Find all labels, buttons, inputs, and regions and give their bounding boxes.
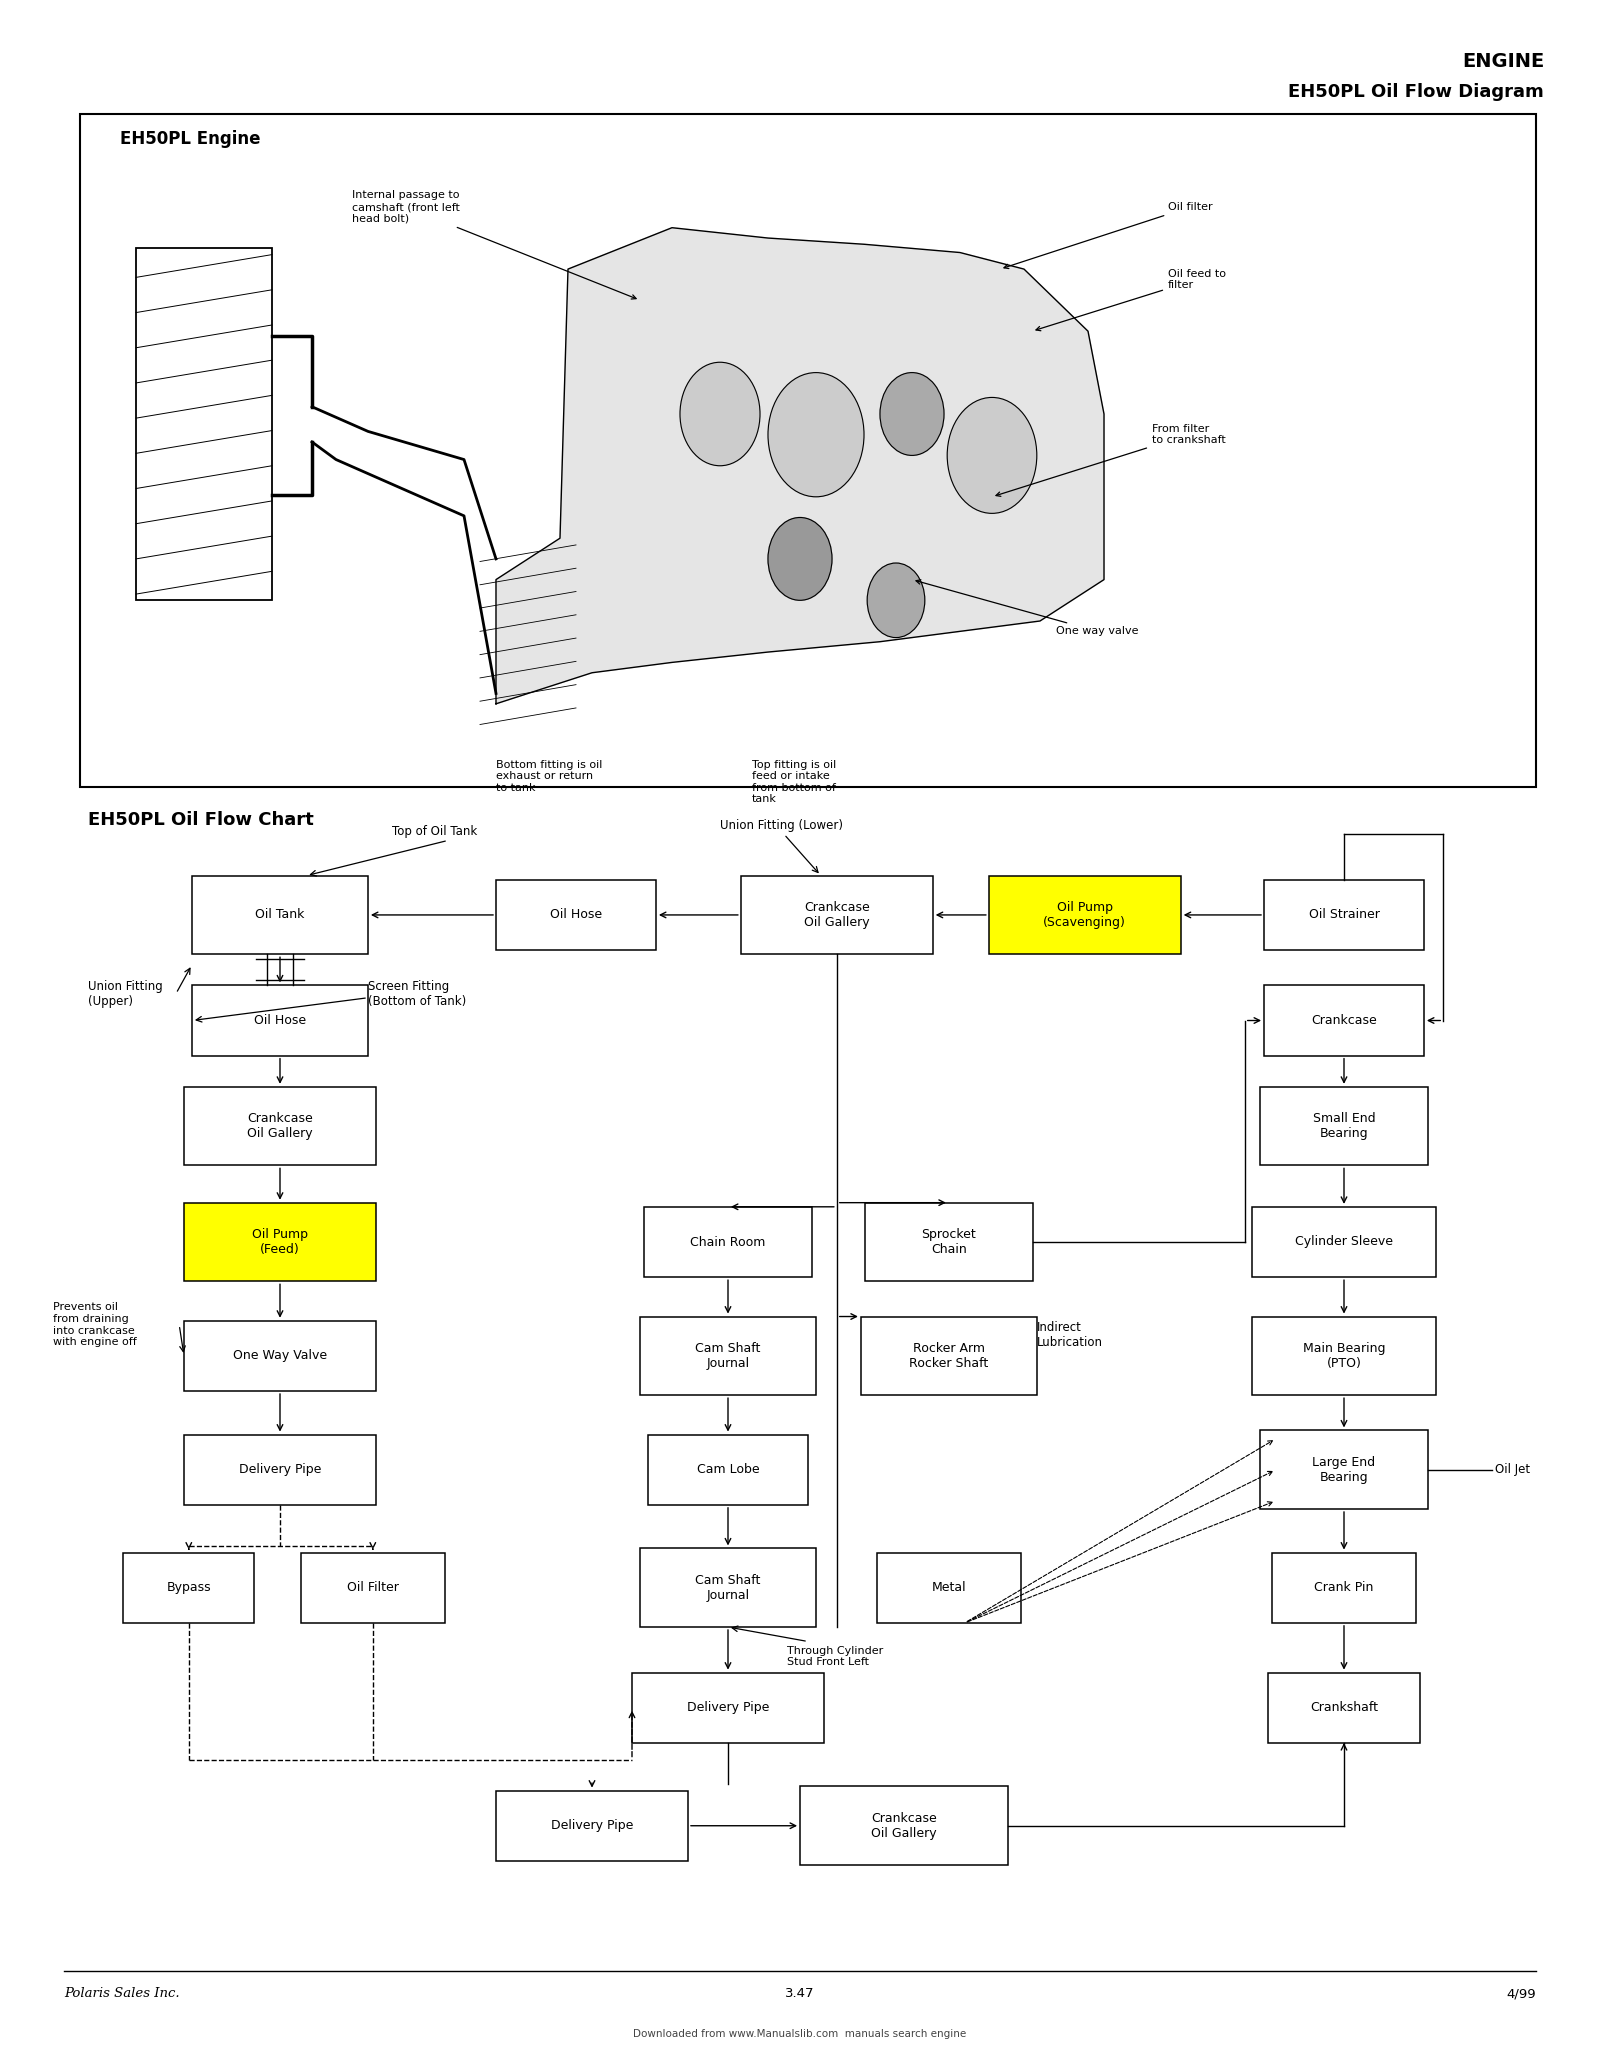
FancyBboxPatch shape: [184, 1087, 376, 1165]
Text: Polaris Sales Inc.: Polaris Sales Inc.: [64, 1987, 179, 2000]
Text: Oil feed to
filter: Oil feed to filter: [1035, 269, 1226, 331]
Text: 4/99: 4/99: [1506, 1987, 1536, 2000]
Text: Oil Hose: Oil Hose: [254, 1014, 306, 1027]
Text: Oil filter: Oil filter: [1003, 203, 1213, 269]
Text: Crankcase
Oil Gallery: Crankcase Oil Gallery: [246, 1112, 314, 1141]
FancyBboxPatch shape: [184, 1321, 376, 1391]
Text: EH50PL Oil Flow Chart: EH50PL Oil Flow Chart: [88, 811, 314, 830]
Text: Crank Pin: Crank Pin: [1314, 1581, 1374, 1594]
Text: Oil Pump
(Scavenging): Oil Pump (Scavenging): [1043, 900, 1126, 929]
Text: Metal: Metal: [931, 1581, 966, 1594]
Text: Prevents oil
from draining
into crankcase
with engine off: Prevents oil from draining into crankcas…: [53, 1302, 136, 1348]
Text: Rocker Arm
Rocker Shaft: Rocker Arm Rocker Shaft: [909, 1341, 989, 1370]
Text: Main Bearing
(PTO): Main Bearing (PTO): [1302, 1341, 1386, 1370]
FancyBboxPatch shape: [1261, 1087, 1429, 1165]
FancyBboxPatch shape: [301, 1552, 445, 1623]
Text: Union Fitting (Lower): Union Fitting (Lower): [720, 820, 843, 832]
FancyBboxPatch shape: [192, 985, 368, 1056]
Text: Top fitting is oil
feed or intake
from bottom of
tank: Top fitting is oil feed or intake from b…: [752, 760, 837, 805]
Text: Oil Strainer: Oil Strainer: [1309, 909, 1379, 921]
Text: Oil Filter: Oil Filter: [347, 1581, 398, 1594]
Text: Cam Lobe: Cam Lobe: [696, 1463, 760, 1476]
Text: Oil Jet: Oil Jet: [1494, 1463, 1530, 1476]
FancyBboxPatch shape: [1272, 1552, 1416, 1623]
Circle shape: [768, 518, 832, 600]
Text: Cylinder Sleeve: Cylinder Sleeve: [1294, 1236, 1394, 1248]
Text: Union Fitting
(Upper): Union Fitting (Upper): [88, 979, 163, 1008]
Polygon shape: [496, 228, 1104, 704]
Text: Large End
Bearing: Large End Bearing: [1312, 1455, 1376, 1484]
FancyBboxPatch shape: [640, 1317, 816, 1395]
Text: Indirect
Lubrication: Indirect Lubrication: [1037, 1321, 1102, 1350]
Text: Crankcase
Oil Gallery: Crankcase Oil Gallery: [803, 900, 870, 929]
FancyBboxPatch shape: [1264, 880, 1424, 950]
FancyBboxPatch shape: [640, 1548, 816, 1627]
Text: Sprocket
Chain: Sprocket Chain: [922, 1228, 976, 1256]
Text: Crankshaft: Crankshaft: [1310, 1702, 1378, 1714]
Circle shape: [880, 373, 944, 455]
Text: One Way Valve: One Way Valve: [234, 1350, 326, 1362]
FancyBboxPatch shape: [741, 876, 933, 954]
Circle shape: [947, 397, 1037, 513]
FancyBboxPatch shape: [80, 114, 1536, 787]
FancyBboxPatch shape: [192, 876, 368, 954]
Text: Through Cylinder
Stud Front Left: Through Cylinder Stud Front Left: [787, 1646, 883, 1666]
Circle shape: [768, 373, 864, 497]
FancyBboxPatch shape: [1251, 1207, 1437, 1277]
Text: From filter
to crankshaft: From filter to crankshaft: [995, 424, 1226, 497]
FancyBboxPatch shape: [496, 1791, 688, 1861]
FancyBboxPatch shape: [989, 876, 1181, 954]
FancyBboxPatch shape: [643, 1207, 813, 1277]
FancyBboxPatch shape: [861, 1317, 1037, 1395]
FancyBboxPatch shape: [800, 1786, 1008, 1865]
FancyBboxPatch shape: [648, 1435, 808, 1505]
Text: Cam Shaft
Journal: Cam Shaft Journal: [696, 1573, 760, 1602]
Circle shape: [867, 563, 925, 638]
FancyBboxPatch shape: [184, 1203, 376, 1281]
FancyBboxPatch shape: [1267, 1673, 1421, 1743]
FancyBboxPatch shape: [877, 1552, 1021, 1623]
Text: Oil Pump
(Feed): Oil Pump (Feed): [253, 1228, 307, 1256]
Text: ENGINE: ENGINE: [1462, 52, 1544, 70]
FancyBboxPatch shape: [496, 880, 656, 950]
Text: Screen Fitting
(Bottom of Tank): Screen Fitting (Bottom of Tank): [368, 979, 466, 1008]
Text: Crankcase
Oil Gallery: Crankcase Oil Gallery: [870, 1811, 938, 1840]
FancyBboxPatch shape: [632, 1673, 824, 1743]
FancyBboxPatch shape: [1261, 1430, 1429, 1509]
Text: EH50PL Engine: EH50PL Engine: [120, 130, 261, 149]
Text: Top of Oil Tank: Top of Oil Tank: [392, 826, 477, 838]
Text: Downloaded from www.Manualslib.com  manuals search engine: Downloaded from www.Manualslib.com manua…: [634, 2029, 966, 2039]
Text: EH50PL Oil Flow Diagram: EH50PL Oil Flow Diagram: [1288, 83, 1544, 101]
Text: Bottom fitting is oil
exhaust or return
to tank: Bottom fitting is oil exhaust or return …: [496, 760, 602, 793]
FancyBboxPatch shape: [1264, 985, 1424, 1056]
Text: Delivery Pipe: Delivery Pipe: [686, 1702, 770, 1714]
Text: Crankcase: Crankcase: [1310, 1014, 1378, 1027]
Text: Chain Room: Chain Room: [690, 1236, 766, 1248]
Text: Delivery Pipe: Delivery Pipe: [238, 1463, 322, 1476]
FancyBboxPatch shape: [1251, 1317, 1437, 1395]
FancyBboxPatch shape: [864, 1203, 1034, 1281]
Text: Oil Hose: Oil Hose: [550, 909, 602, 921]
FancyBboxPatch shape: [184, 1435, 376, 1505]
Circle shape: [680, 362, 760, 466]
Text: Oil Tank: Oil Tank: [256, 909, 304, 921]
Text: Small End
Bearing: Small End Bearing: [1312, 1112, 1376, 1141]
Text: Delivery Pipe: Delivery Pipe: [550, 1820, 634, 1832]
Text: Internal passage to
camshaft (front left
head bolt): Internal passage to camshaft (front left…: [352, 190, 637, 298]
Text: Bypass: Bypass: [166, 1581, 211, 1594]
Text: One way valve: One way valve: [917, 580, 1139, 635]
Text: 3.47: 3.47: [786, 1987, 814, 2000]
FancyBboxPatch shape: [123, 1552, 254, 1623]
Text: Cam Shaft
Journal: Cam Shaft Journal: [696, 1341, 760, 1370]
